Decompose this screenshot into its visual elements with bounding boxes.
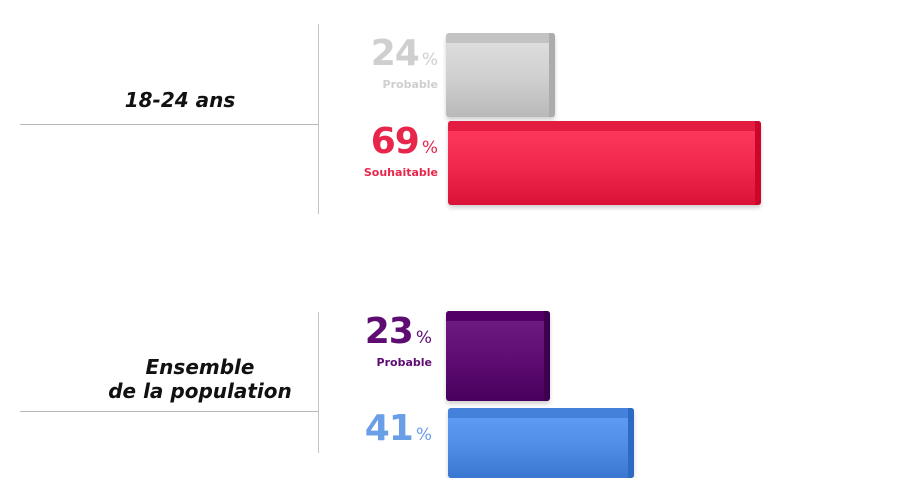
bar-value-label: 41% bbox=[365, 411, 432, 447]
bar bbox=[446, 311, 550, 401]
group-label-text: 18-24 ans bbox=[124, 88, 236, 112]
bar-top-face bbox=[446, 33, 555, 43]
group-label-line-1: Ensemble bbox=[145, 355, 255, 379]
series-label: Probable bbox=[376, 356, 432, 369]
series-label: Probable bbox=[382, 78, 438, 91]
group-divider bbox=[20, 411, 318, 412]
group-axis-line bbox=[318, 312, 319, 453]
group-axis-line bbox=[318, 24, 319, 214]
bar-top-face bbox=[448, 121, 761, 131]
value-unit: % bbox=[415, 425, 432, 445]
value-number: 23 bbox=[364, 311, 414, 352]
bar bbox=[448, 408, 634, 478]
bar-top-face bbox=[446, 311, 550, 321]
value-unit: % bbox=[421, 50, 438, 70]
value-unit: % bbox=[421, 138, 438, 158]
value-number: 41 bbox=[364, 408, 414, 449]
group-label-line-2: de la population bbox=[108, 379, 292, 403]
bar-side-face bbox=[628, 408, 634, 478]
bar-side-face bbox=[544, 311, 550, 401]
bar-value-label: 23% Probable bbox=[365, 314, 432, 370]
bar bbox=[448, 121, 761, 205]
group-divider bbox=[20, 124, 318, 125]
group-label-population: Ensemble de la population bbox=[60, 355, 340, 403]
value-number: 69 bbox=[370, 121, 420, 162]
bar bbox=[446, 33, 555, 117]
bar-value-label: 69% Souhaitable bbox=[363, 124, 438, 180]
bar-top-face bbox=[448, 408, 634, 418]
percent-row: 23% bbox=[365, 314, 432, 350]
value-unit: % bbox=[415, 328, 432, 348]
percent-row: 41% bbox=[365, 411, 432, 447]
percent-row: 24% bbox=[371, 36, 438, 72]
bar-value-label: 24% Probable bbox=[371, 36, 438, 92]
percent-row: 69% bbox=[364, 124, 438, 160]
bar-side-face bbox=[755, 121, 761, 205]
series-label: Souhaitable bbox=[363, 166, 438, 179]
group-label-18-24: 18-24 ans bbox=[60, 88, 300, 112]
bar-side-face bbox=[549, 33, 555, 117]
value-number: 24 bbox=[370, 33, 420, 74]
